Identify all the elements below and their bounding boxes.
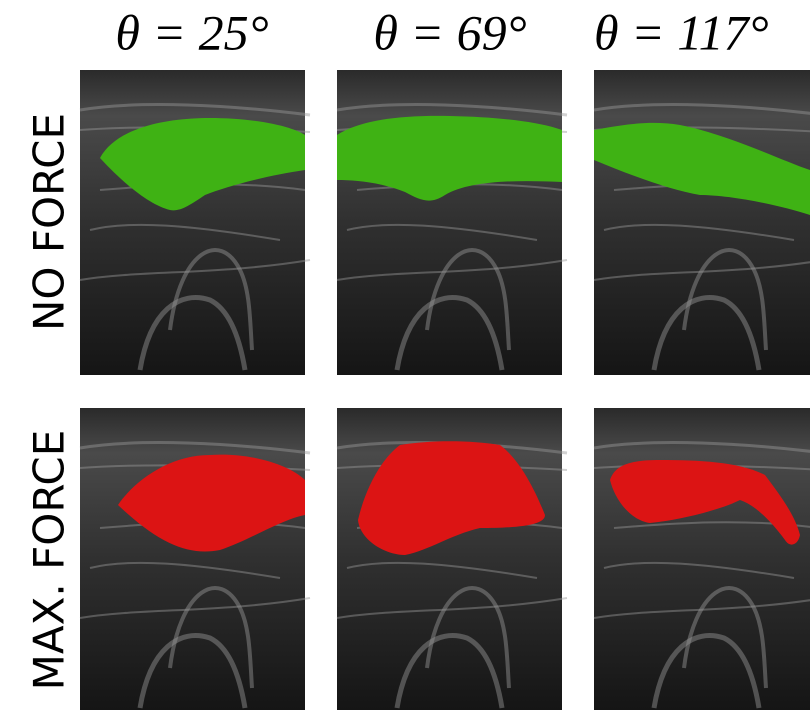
ultrasound-image bbox=[80, 70, 310, 375]
column-header: θ = 117° bbox=[594, 4, 769, 60]
page: θ = 25° θ = 69° θ = 117° NO FORCE MAX. F… bbox=[0, 0, 810, 710]
column-header: θ = 25° bbox=[115, 4, 268, 60]
row-label: MAX. FORCE bbox=[25, 430, 74, 691]
ultrasound-image bbox=[594, 408, 810, 710]
row-label: NO FORCE bbox=[25, 113, 74, 331]
column-header: θ = 69° bbox=[373, 4, 526, 60]
figure: θ = 25° θ = 69° θ = 117° NO FORCE MAX. F… bbox=[0, 0, 810, 710]
ultrasound-image bbox=[594, 70, 810, 375]
ultrasound-image bbox=[337, 70, 567, 375]
ultrasound-image bbox=[337, 408, 567, 710]
ultrasound-image bbox=[80, 408, 310, 710]
